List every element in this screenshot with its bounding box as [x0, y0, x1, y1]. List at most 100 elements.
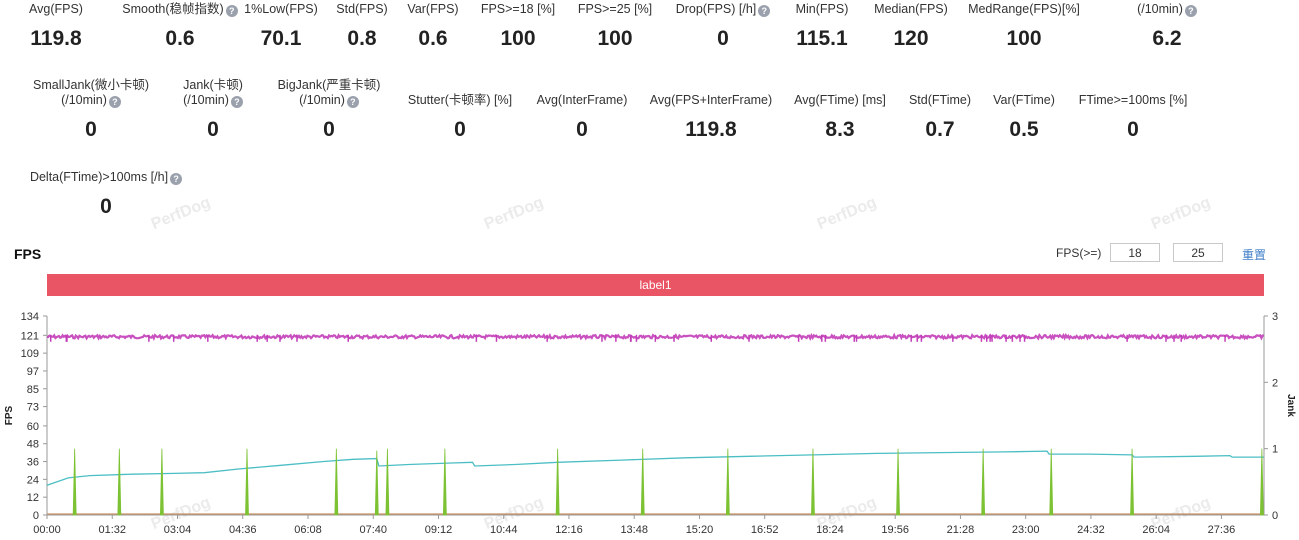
metric-card: BigJank(严重卡顿) (/10min)? 0 [239, 78, 419, 142]
jank-spike [442, 448, 447, 516]
metric-value: 0 [454, 118, 466, 141]
y-tick-label: 73 [27, 402, 39, 414]
metric-card: Avg(InterFrame) 0 [492, 93, 672, 142]
y-tick-label: 0 [33, 510, 39, 522]
metric-card: 1%Low(FPS) 70.1 [191, 2, 371, 51]
jank-spike [811, 448, 815, 516]
metric-card: Avg(FPS+InterFrame) 119.8 [621, 93, 801, 142]
label-bar[interactable]: label1 [47, 274, 1264, 296]
metric-value: 0.8 [347, 27, 377, 50]
y-tick-label: 12 [27, 492, 39, 504]
metric-label-unit: (/10min)? [1, 93, 181, 108]
metric-card: Median(FPS) 120 [821, 2, 1001, 51]
help-icon[interactable]: ? [108, 96, 121, 108]
metric-label: (/10min)? [1077, 2, 1257, 17]
metric-value: 0 [323, 118, 335, 141]
metric-card: Min(FPS) 115.1 [732, 2, 912, 51]
metric-card: Stutter(卡顿率) [%] 0 [370, 93, 550, 142]
fps-threshold-input-2[interactable] [1173, 243, 1223, 262]
y-tick-label: 24 [27, 474, 39, 486]
help-icon[interactable]: ? [346, 96, 359, 108]
metric-label: Std(FTime) [908, 93, 972, 107]
metric-value: 0 [85, 118, 97, 141]
jank-spike [385, 448, 390, 516]
x-tick-label: 23:00 [1012, 524, 1040, 536]
metric-value: 120 [893, 27, 929, 50]
y-tick-label: 134 [21, 311, 39, 323]
jank-spike [334, 448, 339, 516]
y-tick-label: 109 [21, 348, 39, 360]
x-tick-label: 27:36 [1208, 524, 1236, 536]
metric-label: Avg(FPS+InterFrame) [649, 93, 773, 107]
metric-label: Median(FPS) [874, 2, 948, 16]
metric-value: 100 [500, 27, 536, 50]
metric-card: Var(FPS) 0.6 [343, 2, 523, 51]
metric-card: Drop(FPS) [/h]? 0 [633, 2, 813, 51]
x-tick-label: 21:28 [947, 524, 975, 536]
y-tick-label: 97 [27, 366, 39, 378]
metric-value: 0 [100, 195, 112, 218]
metric-label: FPS>=18 [%] [480, 2, 556, 16]
metric-card: Avg(FTime) [ms] 8.3 [750, 93, 930, 142]
x-tick-label: 15:20 [686, 524, 714, 536]
x-tick-label: 13:48 [620, 524, 648, 536]
metric-card: Avg(FPS) 119.8 [0, 2, 146, 51]
x-tick-label: 10:44 [490, 524, 518, 536]
x-tick-label: 00:00 [33, 524, 61, 536]
x-tick-label: 19:56 [881, 524, 909, 536]
help-icon[interactable]: ? [225, 5, 238, 17]
jank-spike [1130, 448, 1134, 516]
metric-value: 0 [1127, 118, 1139, 141]
metric-label: Var(FTime) [993, 93, 1055, 107]
y2-axis-title: Jank [1285, 394, 1296, 417]
metric-label: Drop(FPS) [/h]? [633, 2, 813, 17]
metric-value: 119.8 [30, 27, 82, 50]
reset-link[interactable]: 重置 [1242, 248, 1267, 262]
metric-value: 0.6 [165, 27, 195, 50]
jank-spike [1049, 448, 1054, 516]
metric-card: MedRange(FPS)[%] 100 [934, 2, 1114, 51]
jank-spike [981, 448, 986, 516]
metric-label: Stutter(卡顿率) [%] [407, 93, 513, 107]
jank-spike [374, 450, 379, 516]
metric-label: BigJank(严重卡顿) [277, 78, 381, 92]
y-tick-label: 60 [27, 421, 39, 433]
y-axis-title: FPS [4, 405, 15, 425]
x-tick-label: 12:16 [555, 524, 583, 536]
chart-title: FPS [14, 246, 42, 262]
metric-label: Avg(InterFrame) [536, 93, 628, 107]
fps-threshold-input-1[interactable] [1110, 243, 1160, 262]
x-tick-label: 06:08 [294, 524, 322, 536]
metric-card: Std(FTime) 0.7 [850, 93, 1030, 142]
x-tick-label: 26:04 [1142, 524, 1170, 536]
metric-value: 0.6 [418, 27, 448, 50]
help-icon[interactable]: ? [1184, 5, 1197, 17]
y-tick-label: 121 [21, 330, 39, 342]
jank-spike [72, 448, 77, 516]
metric-card: Jank(卡顿) (/10min)? 0 [123, 78, 303, 142]
x-tick-label: 16:52 [751, 524, 779, 536]
metric-value: 8.3 [825, 118, 855, 141]
metric-value: 0 [717, 27, 729, 50]
metric-value: 6.2 [1152, 27, 1182, 50]
jank-spike [159, 448, 164, 516]
metric-label: SmallJank(微小卡顿) [33, 78, 149, 92]
jank-spike [555, 448, 560, 516]
help-icon[interactable]: ? [758, 5, 771, 17]
metric-card: Std(FPS) 0.8 [272, 2, 452, 51]
y-tick-label: 85 [27, 384, 39, 396]
metric-value: 119.8 [685, 118, 737, 141]
fps-threshold-label: FPS(>=) [1056, 246, 1102, 260]
jank-spike [896, 448, 900, 516]
help-icon[interactable]: ? [230, 96, 243, 108]
metric-label: Jank(卡顿) [183, 78, 243, 92]
metric-card: SmallJank(微小卡顿) (/10min)? 0 [1, 78, 181, 142]
help-icon[interactable]: ? [170, 173, 183, 185]
jank-spike [245, 448, 249, 516]
metric-label-unit: (/10min)? [239, 93, 419, 108]
metric-label: Var(FPS) [407, 2, 459, 16]
x-tick-label: 03:04 [164, 524, 192, 536]
x-tick-label: 07:40 [359, 524, 387, 536]
x-tick-label: 09:12 [425, 524, 453, 536]
